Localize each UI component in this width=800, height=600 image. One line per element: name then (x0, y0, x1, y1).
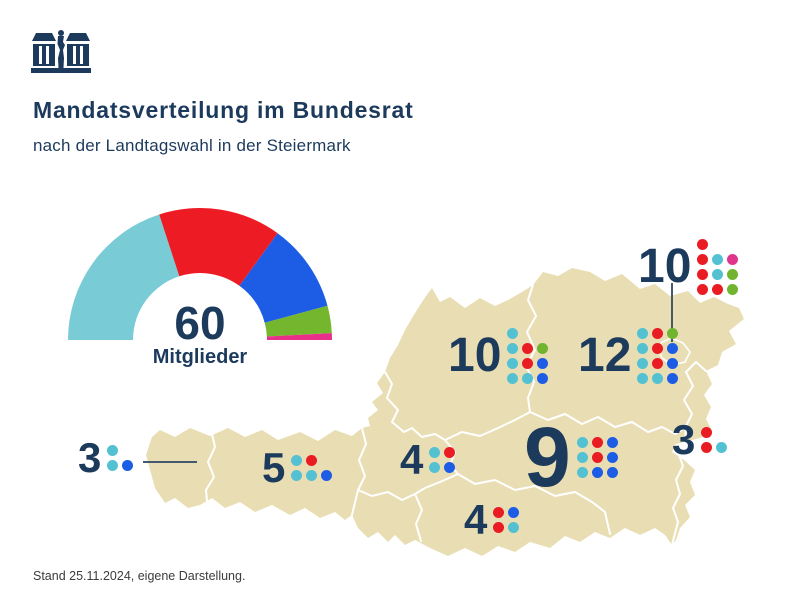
seat-count-steiermark: 9 (524, 410, 571, 504)
seat-dots-oberoesterreich (507, 328, 549, 384)
seat-dots-kaernten (493, 507, 520, 533)
seat-cluster-steiermark: 9 (524, 415, 618, 499)
source-note: Stand 25.11.2024, eigene Darstellung. (33, 569, 246, 583)
donut-segment-green (264, 305, 332, 337)
seat-dots-wien (697, 239, 739, 295)
seat-dots-steiermark (576, 436, 618, 478)
donut-segment-pink (266, 333, 332, 340)
state-borders (205, 284, 707, 546)
seat-dots-tirol (291, 455, 333, 481)
seat-cluster-wien: 10 (638, 239, 739, 295)
page-title: Mandatsverteilung im Bundesrat (33, 97, 414, 123)
seat-dots-vorarlberg (107, 445, 134, 471)
donut-center-value: 60 (174, 297, 226, 349)
seat-cluster-niederoesterreich: 12 (578, 328, 679, 384)
seat-cluster-burgenland: 3 (672, 416, 728, 463)
seat-count-kaernten: 4 (464, 496, 488, 543)
austria-outline (146, 268, 744, 556)
seat-count-salzburg: 4 (400, 436, 424, 483)
seat-dots-burgenland (701, 427, 728, 453)
seat-cluster-vorarlberg: 3 (78, 434, 134, 481)
seat-count-niederoesterreich: 12 (578, 329, 632, 382)
seat-dots-niederoesterreich (637, 328, 679, 384)
seat-dots-salzburg (429, 447, 456, 473)
seat-cluster-kaernten: 4 (464, 496, 520, 543)
seat-count-vorarlberg: 3 (78, 434, 102, 481)
seat-count-wien: 10 (638, 240, 692, 293)
parliament-logo-icon (31, 30, 91, 73)
donut-segment-red (159, 208, 278, 286)
seat-count-oberoesterreich: 10 (448, 329, 502, 382)
seat-cluster-salzburg: 4 (400, 436, 456, 483)
seat-count-burgenland: 3 (672, 416, 696, 463)
donut-segment-blue (239, 233, 328, 323)
bundesrat-donut-chart (68, 208, 332, 340)
donut-segment-teal (68, 214, 180, 340)
seat-cluster-tirol: 5 (262, 444, 333, 491)
seat-cluster-oberoesterreich: 10 (448, 328, 549, 384)
austria-map (143, 268, 744, 556)
donut-center-label: Mitglieder (152, 346, 248, 368)
page-subtitle: nach der Landtagswahl in der Steiermark (33, 136, 351, 155)
seat-count-tirol: 5 (262, 444, 286, 491)
